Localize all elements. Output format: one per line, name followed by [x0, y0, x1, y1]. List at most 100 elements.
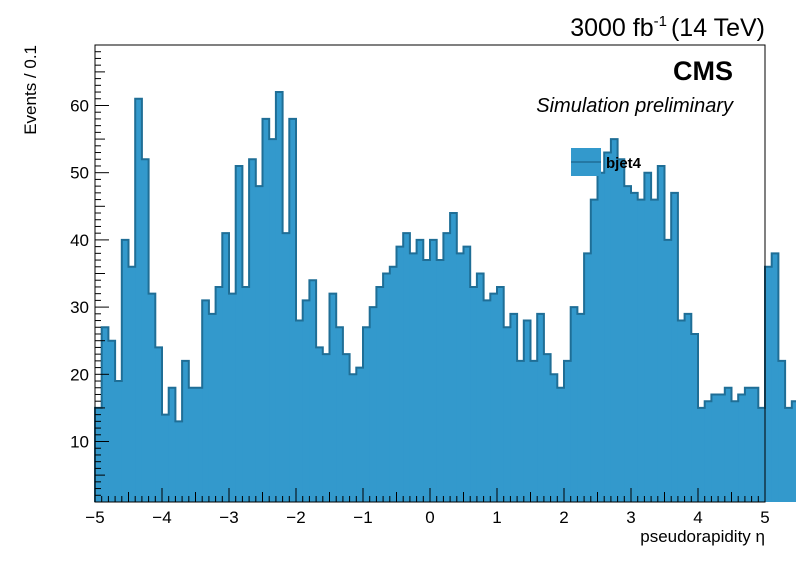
x-tick-label: 5 [760, 508, 769, 527]
histogram-bin [476, 273, 485, 502]
histogram-bin [684, 313, 692, 502]
histogram-bin [389, 266, 398, 502]
histogram-bin [543, 354, 552, 502]
histogram-bin [617, 159, 625, 502]
histogram-bin [577, 313, 585, 502]
histogram-bin [510, 313, 518, 502]
y-tick-label: 20 [70, 365, 89, 384]
histogram-bin [269, 139, 277, 502]
histogram-bin [208, 313, 217, 502]
histogram-bin [644, 172, 652, 503]
histogram-bin [296, 320, 304, 502]
histogram-bin [309, 280, 317, 502]
x-tick-label: −1 [353, 508, 372, 527]
histogram-bin [738, 394, 746, 502]
histogram-bin [322, 354, 331, 502]
histogram-bin [342, 354, 351, 502]
histogram-bin [550, 374, 558, 502]
histogram-bin [349, 374, 357, 502]
histogram-bin [731, 401, 739, 502]
histogram-bin [235, 165, 243, 502]
histogram-bin [691, 333, 699, 502]
x-axis-label: pseudorapidity η [640, 527, 765, 546]
histogram-bin [121, 239, 130, 502]
histogram-bin [744, 387, 753, 502]
histogram-bin [557, 387, 565, 502]
histogram-bin [135, 98, 143, 502]
histogram-bin [758, 407, 766, 502]
histogram-bin [108, 340, 116, 502]
histogram-outline [94, 91, 796, 502]
histogram-bin [778, 360, 786, 502]
histogram-bin [255, 186, 264, 502]
experiment-label: CMS [673, 56, 733, 86]
y-axis-label: Events / 0.1 [21, 45, 40, 135]
histogram-bin [604, 152, 612, 502]
histogram-bin [530, 360, 538, 502]
histogram-bin [724, 387, 733, 502]
luminosity-label: 3000 fb-1 (14 TeV) [570, 13, 765, 42]
histogram-bin [657, 165, 666, 502]
x-tick-label: −3 [219, 508, 238, 527]
histogram-bin [497, 286, 505, 502]
histogram-bin [329, 293, 337, 502]
histogram-bin [751, 387, 759, 502]
histogram-bin [483, 300, 491, 502]
legend: bjet4 [571, 148, 642, 176]
x-tick-label: −5 [85, 508, 104, 527]
y-tick-label: 60 [70, 96, 89, 115]
histogram-bin [664, 239, 672, 502]
histogram-bin [537, 313, 545, 502]
histogram-bin [403, 233, 411, 503]
histogram-bin [711, 394, 719, 502]
histogram-bin [450, 213, 458, 502]
histogram-bin [503, 327, 511, 502]
histogram-bin [363, 327, 371, 502]
histogram-bin [564, 360, 572, 502]
histogram-bin [356, 367, 364, 502]
lumi-value: 3000 fb [570, 14, 653, 42]
histogram-bin [624, 186, 632, 502]
histogram-bin [229, 293, 237, 502]
histogram-bin [490, 293, 498, 502]
histogram-bin [651, 199, 659, 502]
histogram-bin [704, 401, 712, 502]
histogram-bin [416, 239, 424, 502]
histogram-bin [430, 239, 438, 502]
histogram-bin [262, 118, 270, 503]
histogram-bin [202, 300, 210, 502]
histogram-bin [584, 253, 592, 502]
histogram-bin [436, 260, 444, 502]
histogram-bin [188, 387, 197, 502]
histogram-bin [570, 307, 578, 502]
histogram-bin [517, 360, 525, 502]
histogram-bin [195, 387, 203, 502]
histogram-bin [128, 266, 136, 502]
histogram-bin [215, 286, 223, 502]
histogram-bin [175, 421, 183, 502]
histogram-bin [336, 327, 344, 502]
histogram-bin [376, 286, 384, 502]
histogram-bin [698, 407, 706, 502]
x-tick-label: −4 [152, 508, 171, 527]
histogram-bins [94, 91, 796, 503]
histogram-bin [115, 381, 123, 502]
histogram-bin [631, 192, 639, 502]
x-tick-label: 4 [693, 508, 702, 527]
histogram-bin [765, 266, 773, 502]
histogram-bin [222, 233, 230, 503]
histogram-bin [463, 246, 471, 502]
histogram-bin [470, 286, 478, 502]
histogram-bin [597, 172, 605, 503]
lumi-energy: (14 TeV) [671, 14, 765, 42]
histogram-bin [791, 401, 796, 502]
histogram-bin [785, 407, 793, 502]
histogram-bin [610, 139, 619, 502]
histogram-bin [316, 347, 324, 502]
legend-entry-label: bjet4 [606, 155, 642, 172]
histogram-bin [249, 159, 257, 502]
x-tick-label: −2 [286, 508, 305, 527]
x-tick-label: 3 [626, 508, 635, 527]
lumi-exponent: -1 [654, 13, 667, 30]
